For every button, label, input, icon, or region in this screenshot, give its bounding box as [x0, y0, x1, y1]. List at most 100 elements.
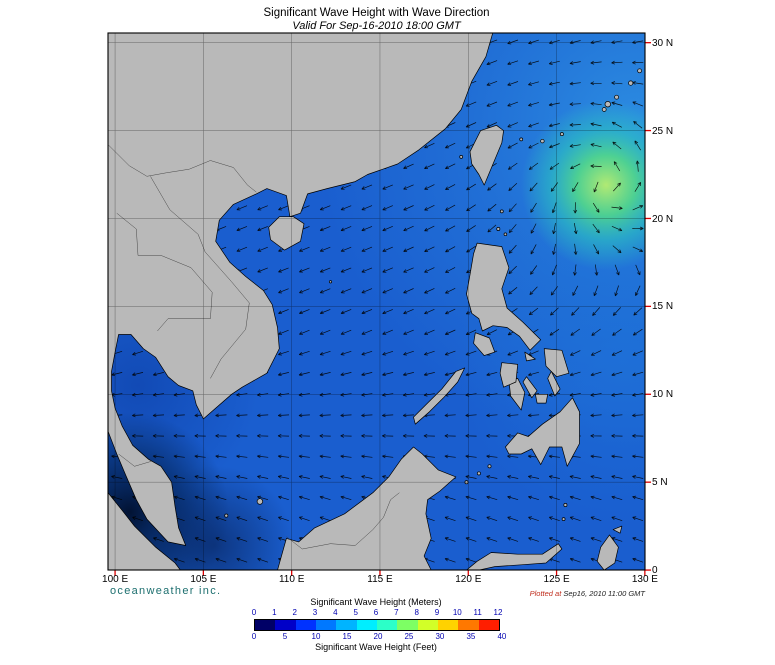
landmass — [469, 124, 504, 186]
feet-tick-label: 10 — [311, 632, 321, 641]
landmass — [277, 446, 457, 570]
legend-meters-title: Significant Wave Height (Meters) — [310, 597, 442, 607]
feet-tick-label: 40 — [497, 632, 507, 641]
legend-feet-title: Significant Wave Height (Feet) — [315, 642, 437, 652]
valid-time-subtitle: Valid For Sep-16-2010 18:00 GMT — [292, 20, 461, 32]
landmass — [473, 332, 496, 356]
meters-tick-label: 9 — [434, 608, 440, 617]
landmass — [505, 397, 580, 467]
meters-tick-label: 5 — [353, 608, 358, 617]
plotted-prefix-text: Plotted at — [529, 589, 564, 598]
meters-tick-label: 3 — [312, 608, 318, 617]
meters-tick-label: 10 — [452, 608, 462, 617]
landmass — [268, 216, 305, 251]
legend-meters-ticks: 0 1 2 3 4 5 6 7 8 9 10 11 12 — [251, 608, 503, 618]
lon-tick-label: 125 E — [543, 574, 570, 585]
landmass — [466, 242, 542, 351]
colorbar-segment — [458, 620, 479, 630]
feet-tick-label: 15 — [342, 632, 352, 641]
landmass — [466, 543, 563, 570]
small-island — [499, 209, 504, 214]
colorbar-segment — [275, 620, 296, 630]
axis-ticks — [114, 42, 651, 576]
map-svg — [107, 32, 651, 576]
lat-tick-label: 5 N — [652, 477, 668, 489]
plotted-timestamp: Plotted at Sep16, 2010 11:00 GMT — [445, 589, 645, 598]
small-island — [496, 227, 501, 231]
map-plot-area — [107, 32, 651, 576]
meters-tick-label: 0 — [251, 608, 257, 617]
landmass — [108, 33, 494, 546]
meters-tick-label: 8 — [414, 608, 419, 617]
feet-tick-label: 20 — [373, 632, 383, 641]
small-island — [540, 138, 545, 144]
small-island — [224, 513, 229, 518]
meters-tick-label: 6 — [373, 608, 379, 617]
colorbar-segment — [295, 620, 316, 630]
feet-tick-label: 30 — [435, 632, 445, 641]
small-island — [476, 471, 481, 476]
lat-tick-label: 20 N — [652, 213, 674, 225]
small-island — [561, 517, 566, 521]
map-layers — [108, 33, 645, 570]
landmass — [596, 534, 619, 570]
legend-feet-ticks: 0 5 10 15 20 25 30 35 40 — [252, 632, 507, 642]
country-borders — [108, 144, 400, 550]
colorbar-segment — [397, 620, 418, 630]
landmasses — [108, 33, 642, 570]
plotted-date-text: Sep16, 2010 11:00 GMT — [563, 589, 645, 598]
landmass — [535, 393, 549, 404]
small-island — [464, 480, 469, 485]
colorbar-segment — [437, 620, 459, 630]
small-island — [559, 132, 564, 137]
colorbar — [254, 619, 500, 631]
meters-tick-label: 1 — [272, 608, 277, 617]
longitude-axis: 100 E 105 E 110 E 115 E 120 E 125 E 130 E — [102, 574, 658, 588]
latitude-axis: 30 N 25 N 20 N 15 N 10 N 5 N 0 — [650, 33, 690, 576]
small-island — [328, 280, 333, 284]
small-island — [519, 137, 524, 142]
feet-tick-label: 25 — [404, 632, 414, 641]
lon-tick-label: 120 E — [455, 574, 482, 585]
small-island — [459, 155, 464, 159]
lon-tick-label: 115 E — [367, 574, 393, 585]
colorbar-segment — [255, 620, 276, 630]
colorbar-segment — [478, 620, 499, 630]
small-island — [614, 94, 619, 100]
landmass — [522, 376, 538, 399]
small-island — [487, 464, 492, 469]
meters-tick-label: 4 — [333, 608, 338, 617]
map-frame — [107, 32, 646, 571]
small-island — [563, 503, 568, 507]
landmass — [499, 362, 519, 388]
lon-tick-label: 105 E — [190, 574, 217, 585]
landmass — [413, 367, 466, 425]
small-island — [604, 101, 611, 108]
lat-tick-label: 15 N — [652, 301, 674, 313]
meters-tick-label: 11 — [473, 608, 482, 617]
meters-tick-label: 2 — [292, 608, 297, 617]
colorbar-segment — [417, 620, 438, 630]
small-island — [601, 107, 607, 112]
feet-tick-label: 5 — [282, 632, 288, 641]
small-island — [637, 68, 642, 74]
landmass — [612, 525, 623, 534]
lon-tick-label: 130 E — [631, 574, 658, 585]
oceanweather-credit: oceanweather inc. — [110, 585, 222, 597]
colorbar-segment — [315, 620, 337, 630]
lat-tick-label: 0 — [652, 565, 658, 577]
landmass — [543, 348, 570, 378]
page-title: Significant Wave Height with Wave Direct… — [263, 7, 490, 19]
lat-tick-label: 25 N — [652, 125, 674, 137]
landmass — [524, 351, 536, 362]
landmass — [547, 371, 561, 397]
landmass — [108, 492, 181, 570]
small-island — [503, 232, 508, 237]
lat-tick-label: 30 N — [652, 37, 674, 49]
colorbar-segment — [376, 620, 398, 630]
graticule — [108, 33, 645, 570]
meters-tick-label: 12 — [493, 608, 503, 617]
lon-tick-label: 110 E — [278, 574, 305, 585]
